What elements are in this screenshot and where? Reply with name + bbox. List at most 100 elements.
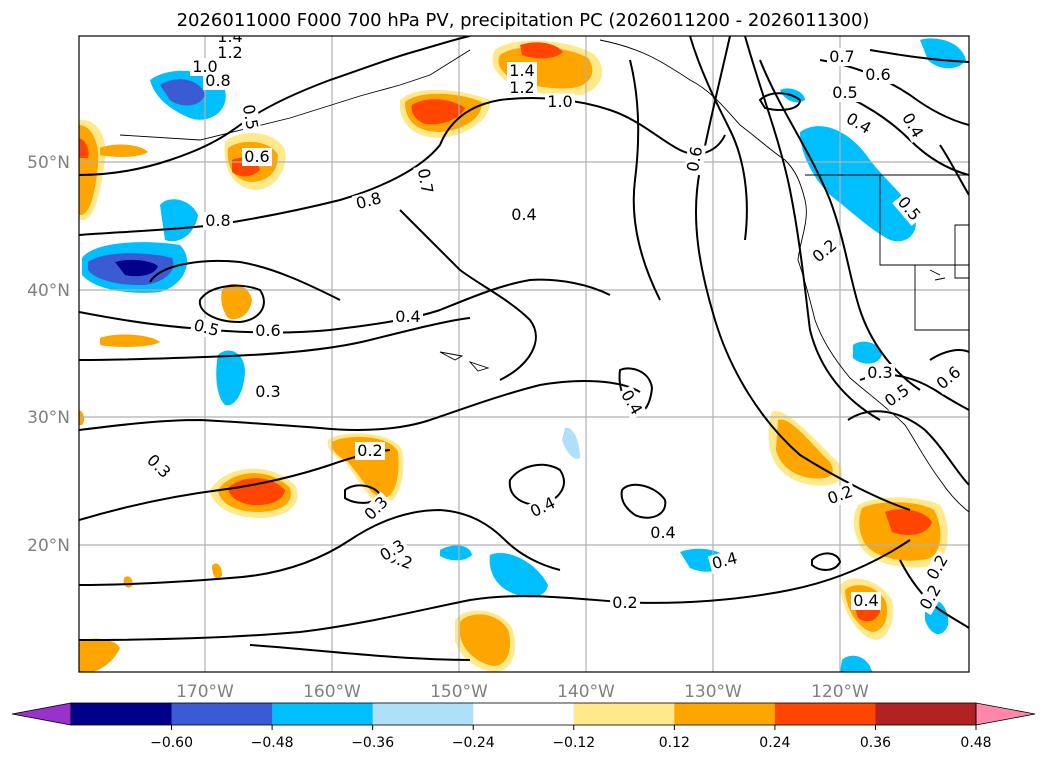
lat-label: 30°N [27, 408, 70, 428]
colorbar-frame [70, 702, 977, 726]
colorbar-tick-label: −0.60 [150, 735, 193, 751]
colorbar-extend-low [11, 702, 72, 726]
svg-text:0.2: 0.2 [357, 441, 382, 460]
colorbar-tick-label: 0.36 [860, 735, 891, 751]
contour-label: 1.2 [215, 43, 245, 62]
lon-label: 170°W [176, 682, 234, 702]
lon-label: 150°W [430, 682, 488, 702]
svg-text:0.8: 0.8 [205, 211, 230, 230]
contour-labels: 1.4 1.2 1.0 0.8 0.6 0.4 0.2 0.5 0.3 0.7 … [141, 27, 967, 615]
contour-label: 0.3 [865, 363, 895, 382]
colorbar-tick-label: 0.24 [759, 735, 790, 751]
svg-text:0.4: 0.4 [650, 523, 675, 542]
colorbar-cell [372, 703, 474, 725]
contour-label: 0.4 [393, 307, 423, 326]
contour-label: 0.2 [355, 441, 385, 460]
positive-precip-region [79, 410, 222, 672]
lat-label: 20°N [27, 536, 70, 556]
lon-labels: 170°W 160°W 150°W 140°W 130°W 120°W [176, 682, 869, 702]
svg-text:0.8: 0.8 [205, 71, 230, 90]
pv-contours [79, 36, 969, 661]
svg-text:1.4: 1.4 [217, 27, 242, 46]
contour-label: 0.3 [253, 382, 283, 401]
svg-text:0.7: 0.7 [414, 167, 437, 195]
negative-precip-region [216, 350, 245, 406]
colorbar-cells [11, 702, 1036, 726]
colorbar: −0.60 −0.48 −0.36 −0.24 −0.12 0.12 0.24 0.36 0.4… [11, 702, 1036, 751]
positive-precip-region [79, 119, 148, 220]
svg-text:1.0: 1.0 [192, 57, 217, 76]
contour-label: 0.2 [610, 593, 640, 612]
graticule [79, 36, 969, 672]
positive-precip-region [100, 284, 252, 347]
contour-label: 0.4 [648, 523, 678, 542]
colorbar-extend-high [975, 702, 1036, 726]
map-frame [78, 35, 970, 673]
colorbar-cell [171, 703, 273, 725]
colorbar-tick-label: −0.12 [552, 735, 595, 751]
negative-precip-region [82, 199, 198, 293]
colorbar-tick-label: −0.24 [452, 735, 495, 751]
contour-label: 0.6 [242, 147, 272, 166]
colorbar-cell [71, 703, 173, 725]
svg-text:0.6: 0.6 [255, 321, 280, 340]
svg-text:1.2: 1.2 [509, 78, 534, 97]
svg-text:0.7: 0.7 [829, 47, 854, 66]
lat-label: 50°N [27, 153, 70, 173]
contour-label: 1.0 [190, 57, 220, 76]
colorbar-cell [573, 703, 675, 725]
svg-text:1.4: 1.4 [509, 61, 534, 80]
contour-label: 0.8 [203, 211, 233, 230]
lon-label: 140°W [557, 682, 615, 702]
svg-text:0.4: 0.4 [853, 591, 878, 610]
contour-label: 0.7 [413, 164, 437, 198]
contour-label: 0.4 [509, 205, 539, 224]
colorbar-ticks: −0.60 −0.48 −0.36 −0.24 −0.12 0.12 0.24 0.36 0.4… [150, 725, 992, 751]
contour-label: 1.2 [507, 78, 537, 97]
colorbar-cell [674, 703, 776, 725]
contour-label: 0.6 [863, 65, 893, 84]
contour-label: 1.4 [215, 27, 245, 46]
svg-text:0.6: 0.6 [244, 147, 269, 166]
contour-label: 0.8 [203, 71, 233, 90]
colorbar-tick-label: −0.48 [251, 735, 294, 751]
colorbar-tick-label: −0.36 [351, 735, 394, 751]
lon-label: 120°W [811, 682, 869, 702]
positive-precip-region [768, 411, 843, 486]
svg-text:0.5: 0.5 [239, 103, 262, 131]
svg-text:0.4: 0.4 [395, 307, 420, 326]
colorbar-cell [875, 703, 977, 725]
svg-text:1.0: 1.0 [547, 92, 572, 111]
contour-label: 0.6 [683, 142, 707, 176]
contour-label: 0.5 [830, 83, 860, 102]
colorbar-cell [774, 703, 876, 725]
contour-label: 0.7 [827, 47, 857, 66]
svg-text:0.6: 0.6 [683, 145, 706, 173]
svg-text:0.3: 0.3 [867, 363, 892, 382]
svg-text:0.5: 0.5 [832, 83, 857, 102]
lat-labels: 50°N 40°N 30°N 20°N [27, 153, 70, 556]
contour-label: 1.0 [545, 92, 575, 111]
contour-label: 0.5 [238, 100, 262, 134]
lon-label: 160°W [303, 682, 361, 702]
colorbar-tick-label: 0.48 [960, 735, 991, 751]
contour-label: 0.6 [253, 321, 283, 340]
map-panel: 1.4 1.2 1.0 0.8 0.6 0.4 0.2 0.5 0.3 0.7 … [78, 27, 970, 673]
lat-label: 40°N [27, 281, 70, 301]
svg-text:0.2: 0.2 [612, 593, 637, 612]
lon-label: 130°W [684, 682, 742, 702]
colorbar-tick-label: 0.12 [659, 735, 690, 751]
colorbar-cell [473, 703, 575, 725]
contour-label: 0.4 [851, 591, 881, 610]
figure-title: 2026011000 F000 700 hPa PV, precipitatio… [177, 10, 870, 31]
positive-precip-region [455, 610, 516, 672]
svg-text:1.2: 1.2 [217, 43, 242, 62]
positive-precip-region [399, 89, 491, 138]
colorbar-cell [272, 703, 374, 725]
contour-label: 1.4 [507, 61, 537, 80]
svg-text:0.4: 0.4 [511, 205, 536, 224]
svg-text:0.3: 0.3 [255, 382, 280, 401]
contour-label: 0.2 [823, 482, 858, 509]
svg-text:0.6: 0.6 [865, 65, 890, 84]
